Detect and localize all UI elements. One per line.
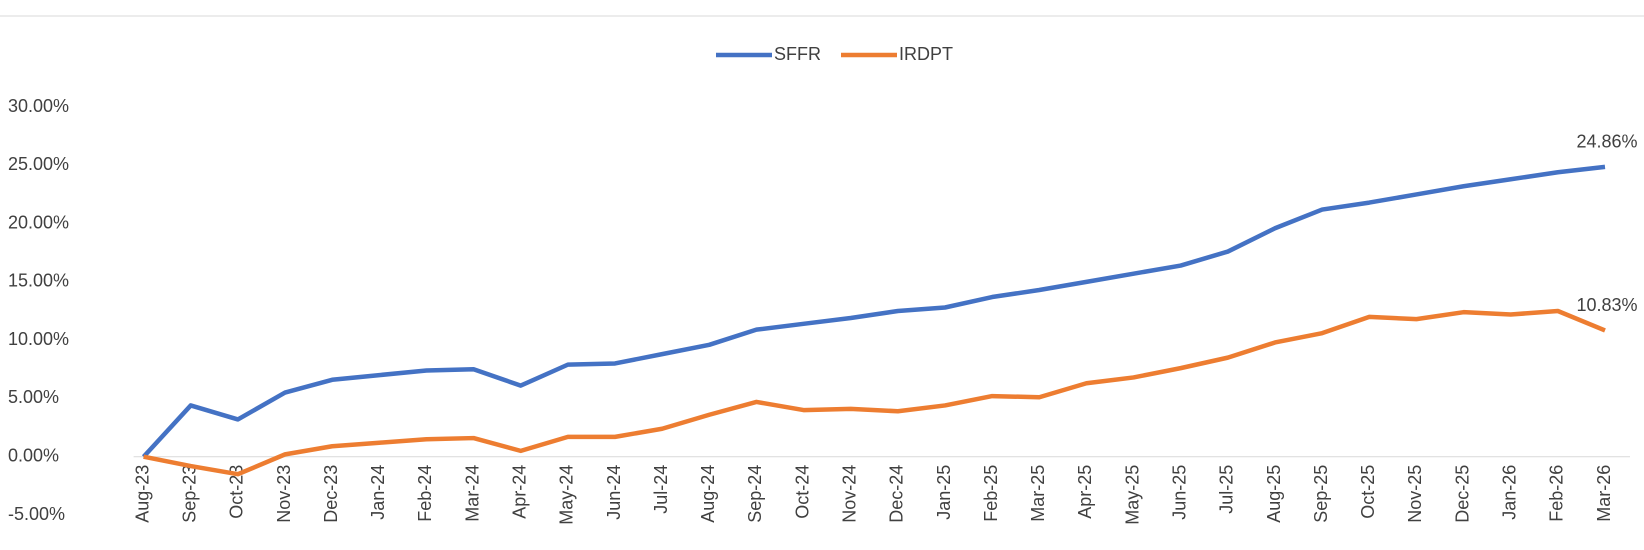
x-tick-label: Feb-24 (415, 465, 435, 522)
x-tick-label: Apr-25 (1075, 465, 1095, 519)
series-line (141, 164, 1606, 459)
x-tick-label: Jun-24 (604, 465, 624, 520)
x-tick-label: Mar-24 (462, 465, 482, 522)
x-tick-label: Aug-24 (698, 465, 718, 523)
x-tick-label: Nov-23 (274, 465, 294, 523)
x-tick-label: Jun-25 (1169, 465, 1189, 520)
x-tick-label: Apr-24 (509, 465, 529, 519)
x-tick-label: Dec-23 (321, 465, 341, 523)
data-label: 10.83% (1576, 295, 1637, 315)
x-tick-label: Nov-24 (839, 465, 859, 523)
x-tick-label: Sep-23 (179, 465, 199, 523)
y-tick-label: -5.00% (8, 504, 65, 524)
x-tick-label: Jul-25 (1217, 465, 1237, 514)
x-tick-label: May-25 (1122, 465, 1142, 525)
x-tick-label: Oct-23 (227, 465, 247, 519)
x-tick-label: Oct-25 (1358, 465, 1378, 519)
x-tick-label: Jan-24 (368, 465, 388, 520)
y-tick-label: 30.00% (8, 96, 69, 116)
y-tick-label: 0.00% (8, 445, 59, 465)
y-tick-label: 15.00% (8, 271, 69, 291)
y-tick-label: 20.00% (8, 212, 69, 232)
series-line (143, 308, 1606, 477)
x-tick-label: May-24 (557, 465, 577, 525)
x-tick-label: Sep-24 (745, 465, 765, 523)
x-tick-label: Dec-24 (887, 465, 907, 523)
x-tick-label: Mar-25 (1028, 465, 1048, 522)
x-tick-label: Mar-26 (1594, 465, 1614, 522)
legend-label: IRDPT (899, 44, 953, 64)
x-tick-label: Jul-24 (651, 465, 671, 514)
x-tick-label: Jan-25 (934, 465, 954, 520)
x-tick-label: Feb-25 (981, 465, 1001, 522)
x-tick-label: Jan-26 (1499, 465, 1519, 520)
y-tick-label: 10.00% (8, 329, 69, 349)
y-tick-label: 5.00% (8, 387, 59, 407)
x-tick-label: Nov-25 (1405, 465, 1425, 523)
x-tick-label: Feb-26 (1547, 465, 1567, 522)
x-tick-label: Oct-24 (792, 465, 812, 519)
x-tick-label: Aug-25 (1264, 465, 1284, 523)
x-tick-label: Dec-25 (1452, 465, 1472, 523)
y-tick-label: 25.00% (8, 154, 69, 174)
x-tick-label: Sep-25 (1311, 465, 1331, 523)
legend-label: SFFR (774, 44, 821, 64)
data-label: 24.86% (1576, 132, 1637, 152)
x-tick-label: Aug-23 (132, 465, 152, 523)
